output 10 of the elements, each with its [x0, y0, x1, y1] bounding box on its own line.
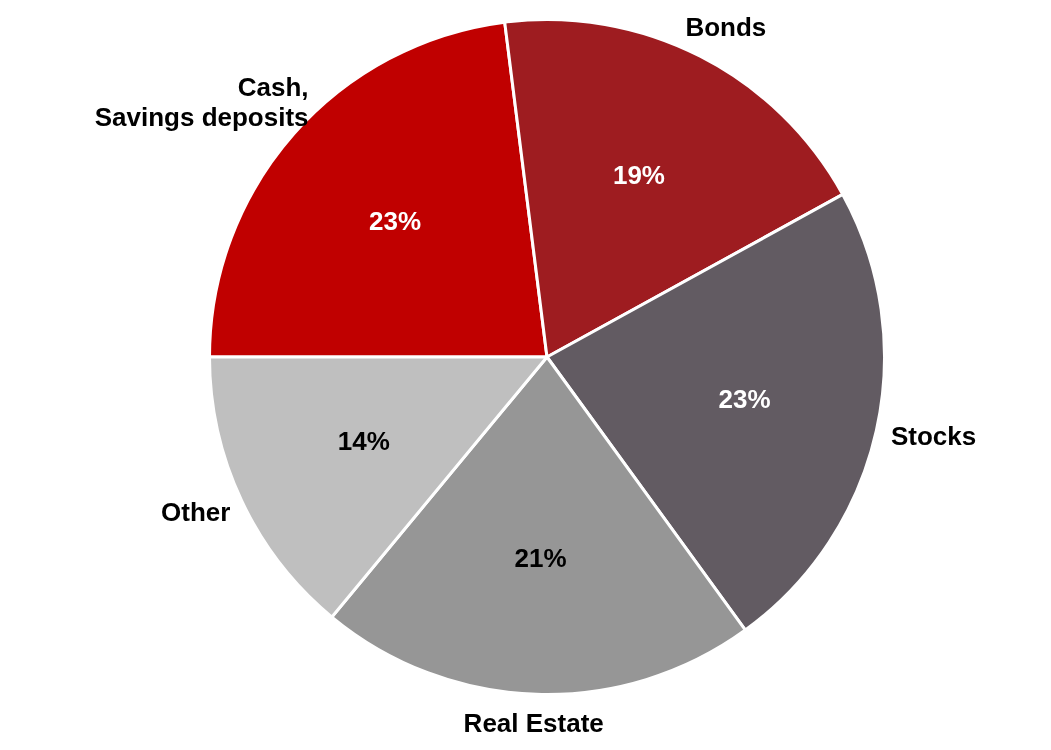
- data-label: 23%: [718, 384, 771, 415]
- slice-label: Real Estate: [463, 708, 604, 739]
- slice-label: Other: [161, 497, 231, 528]
- data-label: 19%: [612, 159, 665, 190]
- slice-label: Cash, Savings deposits: [94, 71, 309, 132]
- data-label: 14%: [337, 426, 390, 457]
- slice-label: Stocks: [890, 420, 977, 451]
- slice-label: Bonds: [685, 11, 767, 42]
- data-label: 21%: [514, 542, 567, 573]
- data-label: 23%: [369, 206, 422, 237]
